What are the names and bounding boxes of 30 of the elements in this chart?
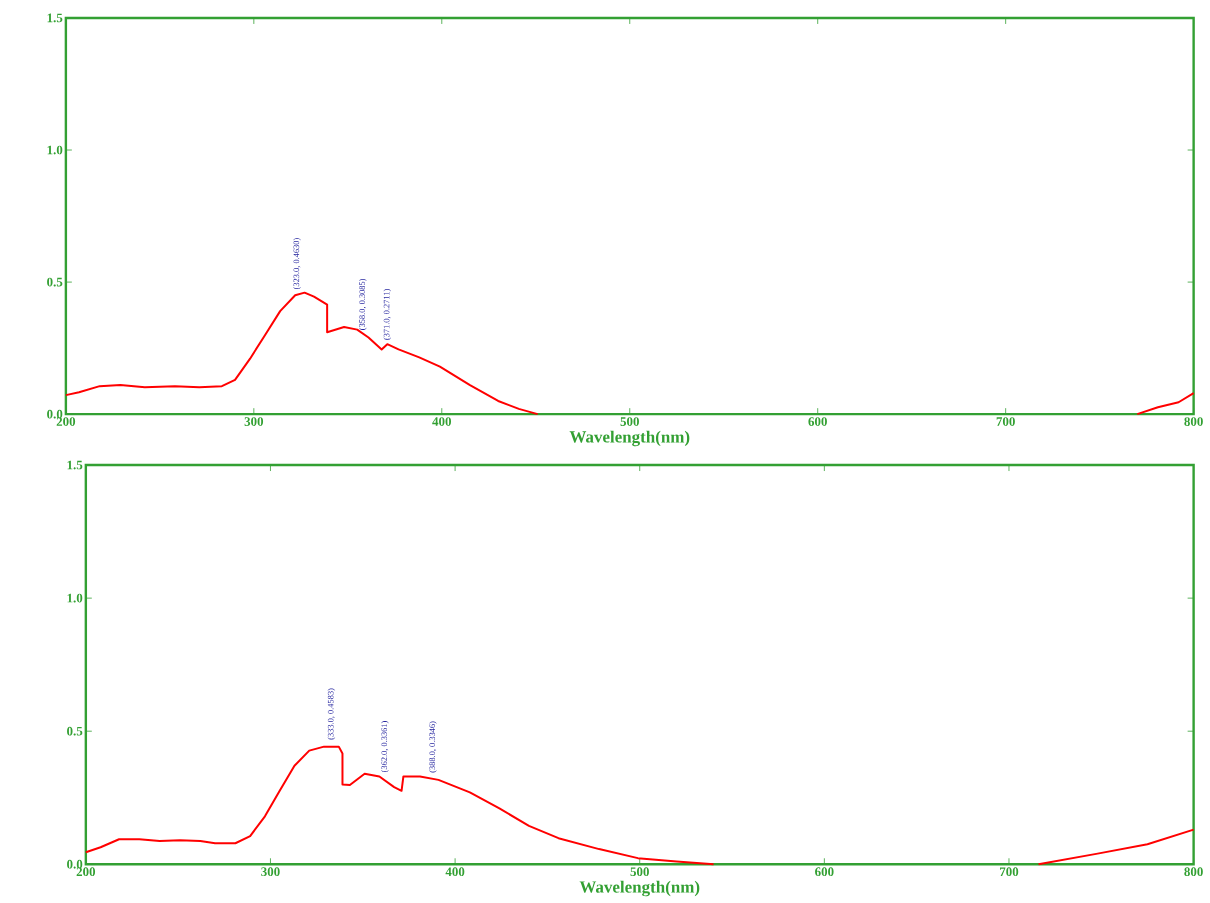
annotation: (362.0, 0.3361) xyxy=(381,721,389,773)
x-tick-label: 800 xyxy=(1184,867,1203,877)
y-tick-label: 0.5 xyxy=(67,726,83,736)
x-tick-label: 700 xyxy=(996,417,1015,426)
x-tick-label: 500 xyxy=(630,867,649,877)
x-tick-label: 300 xyxy=(244,417,264,426)
x-tick-label: 500 xyxy=(620,417,639,426)
x-tick-label: 200 xyxy=(76,867,96,877)
y-tick-label: 1.5 xyxy=(67,460,83,470)
annotation: (333.0, 0.4583) xyxy=(327,688,336,740)
y-tick-label: 0.0 xyxy=(67,859,83,869)
annotation: (323.0, 0.4630) xyxy=(293,238,301,290)
x-tick-label: 700 xyxy=(1000,867,1019,877)
y-tick-label: 1.0 xyxy=(67,593,83,603)
x-tick-label: 400 xyxy=(445,867,465,877)
y-tick-label: 0.5 xyxy=(47,277,63,287)
annotation: (371.0, 0.2711) xyxy=(383,289,392,340)
x-axis-title: Wavelength(nm) xyxy=(579,880,700,897)
y-tick-label: 1.5 xyxy=(47,13,63,23)
annotation: (358.0, 0.3085) xyxy=(359,278,367,330)
y-tick-label: 1.0 xyxy=(47,145,63,155)
y-tick-label: 0.0 xyxy=(47,409,63,419)
x-tick-label: 600 xyxy=(815,867,834,877)
x-tick-label: 600 xyxy=(808,417,827,426)
x-tick-label: 300 xyxy=(261,867,280,877)
x-tick-label: 200 xyxy=(56,417,76,426)
x-tick-label: 800 xyxy=(1184,417,1203,426)
x-axis-title: Wavelength(nm) xyxy=(569,430,690,447)
x-tick-label: 400 xyxy=(432,417,452,426)
annotation: (388.0, 0.3346) xyxy=(429,721,437,773)
